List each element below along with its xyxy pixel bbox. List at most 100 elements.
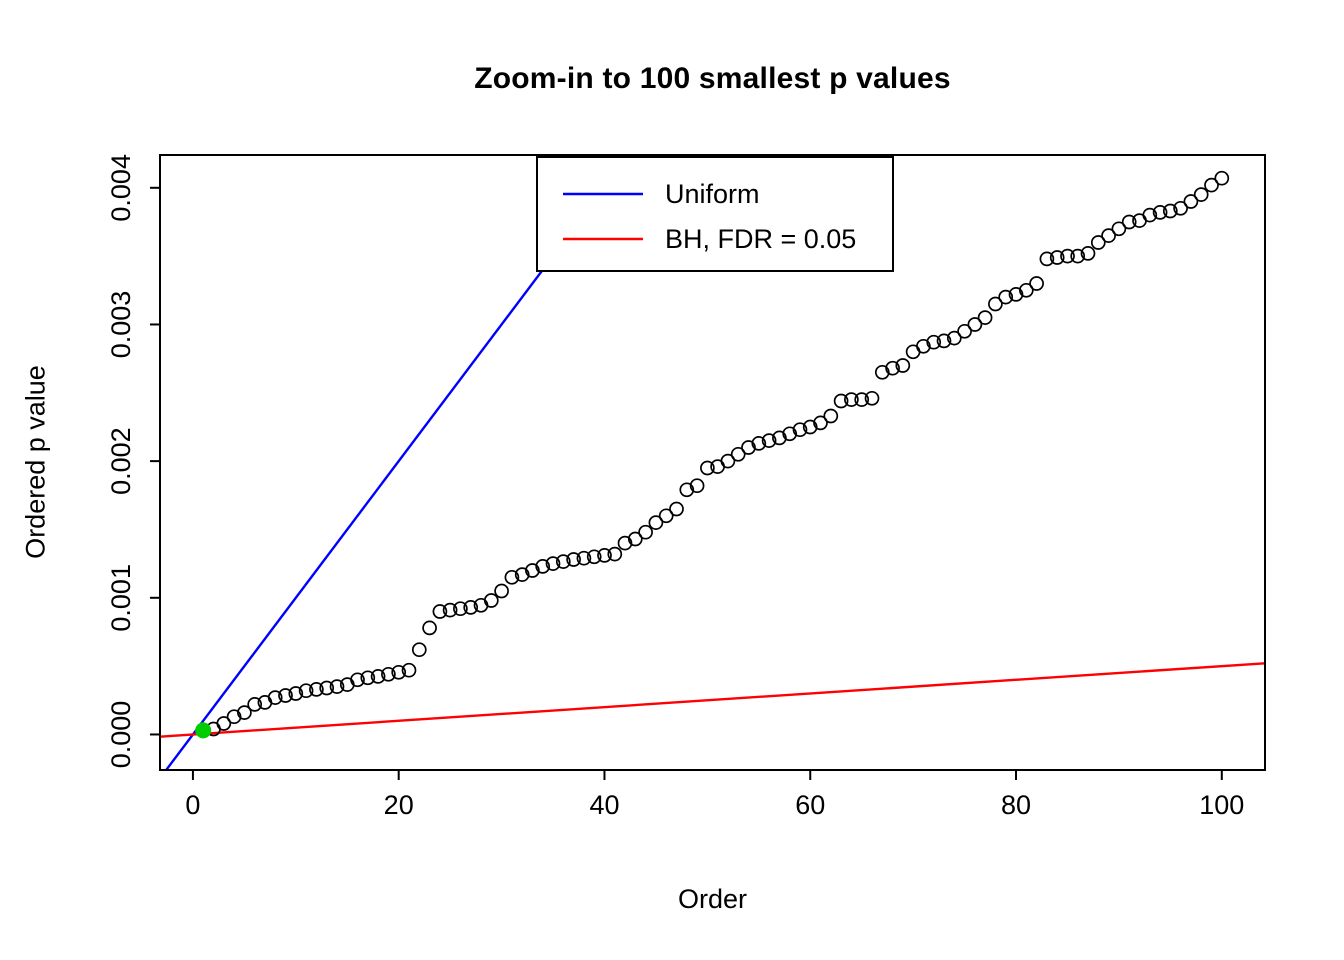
- p-value-point: [422, 620, 437, 636]
- x-tick-label: 80: [1001, 790, 1031, 820]
- p-value-point: [401, 662, 417, 678]
- p-value-point: [751, 436, 767, 451]
- p-value-point: [597, 548, 612, 563]
- p-value-point: [720, 453, 736, 469]
- p-value-point: [1183, 194, 1199, 209]
- p-value-point: [1193, 187, 1209, 202]
- p-value-point: [741, 440, 756, 455]
- p-value-point: [1121, 214, 1137, 230]
- significant-point: [195, 722, 212, 739]
- y-tick-label: 0.004: [106, 154, 136, 222]
- p-value-point: [957, 323, 972, 339]
- p-value-point: [391, 664, 407, 680]
- p-value-point: [792, 422, 808, 438]
- p-value-point: [381, 666, 396, 682]
- p-value-point: [617, 535, 633, 551]
- p-value-point: [1111, 221, 1127, 237]
- p-value-point: [1029, 276, 1044, 291]
- p-value-point: [689, 478, 705, 494]
- p-value-point: [463, 600, 479, 615]
- y-tick-label: 0.003: [106, 291, 136, 359]
- p-value-point: [298, 683, 314, 699]
- p-value-point: [1162, 203, 1178, 219]
- p-value-point: [1008, 287, 1024, 302]
- p-value-point: [946, 330, 962, 346]
- p-value-point: [504, 569, 520, 585]
- p-value-point: [288, 686, 304, 701]
- y-tick-label: 0.001: [106, 564, 136, 632]
- p-value-point: [535, 559, 551, 574]
- p-value-point: [411, 642, 427, 658]
- p-value-point: [700, 460, 715, 476]
- p-value-point: [772, 430, 787, 446]
- p-value-point: [586, 549, 602, 565]
- p-value-point: [988, 296, 1003, 312]
- p-value-point: [885, 360, 900, 376]
- p-value-point: [576, 550, 592, 566]
- plot-border: [159, 154, 1266, 771]
- ordered-p-value-points: [195, 170, 1230, 738]
- p-value-point: [237, 705, 252, 720]
- p-value-point: [1090, 235, 1106, 250]
- p-value-point: [833, 393, 849, 409]
- p-value-point: [329, 679, 345, 694]
- p-value-point: [916, 338, 931, 354]
- p-value-point: [782, 426, 798, 442]
- p-value-point: [319, 680, 335, 696]
- p-value-point: [453, 601, 468, 617]
- p-value-point: [545, 556, 561, 571]
- p-value-point: [1018, 282, 1034, 298]
- uniform-line: [164, 155, 631, 770]
- p-value-point: [1080, 246, 1096, 261]
- p-value-point: [802, 419, 818, 435]
- p-value-point: [278, 688, 293, 703]
- p-value-point: [998, 289, 1014, 305]
- legend-entry-label: Uniform: [665, 179, 760, 209]
- p-value-point: [525, 563, 540, 578]
- p-value-point: [514, 567, 530, 582]
- x-tick-label: 40: [589, 790, 619, 820]
- p-value-point: [1204, 177, 1219, 193]
- p-value-point: [936, 333, 952, 349]
- chart-title: Zoom-in to 100 smallest p values: [474, 62, 951, 95]
- x-axis-label: Order: [677, 884, 748, 914]
- x-axis: 0 20 40 60 80 100: [185, 770, 1244, 820]
- p-value-point: [442, 602, 458, 618]
- p-value-point: [627, 531, 643, 547]
- p-value-point: [844, 392, 859, 407]
- p-value-point: [350, 672, 365, 688]
- p-value-point: [226, 709, 242, 725]
- p-value-point: [1173, 200, 1188, 216]
- p-value-point: [1060, 248, 1075, 264]
- p-value-point: [648, 515, 664, 530]
- x-tick-label: 0: [185, 790, 200, 820]
- p-value-point: [1152, 205, 1168, 220]
- x-tick-label: 60: [795, 790, 825, 820]
- legend-entry-label: BH, FDR = 0.05: [665, 224, 856, 254]
- p-value-point: [1070, 248, 1086, 264]
- p-value-point: [1101, 228, 1116, 243]
- p-value-point: [967, 317, 983, 332]
- p-value-point: [730, 446, 746, 462]
- p-value-point: [926, 334, 942, 350]
- legend-box: [536, 156, 894, 272]
- y-tick-label: 0.000: [106, 701, 136, 769]
- p-value-point: [216, 716, 232, 731]
- p-value-point: [761, 433, 777, 448]
- p-value-point: [607, 546, 623, 562]
- p-value-point: [483, 593, 499, 608]
- p-value-point: [823, 408, 839, 424]
- p-value-point: [309, 682, 324, 697]
- p-value-point: [370, 669, 386, 684]
- p-value-point: [1142, 207, 1158, 223]
- p-value-point: [658, 508, 674, 524]
- p-value-point: [494, 583, 509, 599]
- p-value-point: [247, 697, 263, 712]
- bh-threshold-line: [160, 662, 1265, 738]
- p-value-point: [895, 358, 911, 373]
- reference-lines: [160, 155, 1265, 770]
- p-value-point: [638, 524, 653, 540]
- p-value-point: [1049, 250, 1065, 265]
